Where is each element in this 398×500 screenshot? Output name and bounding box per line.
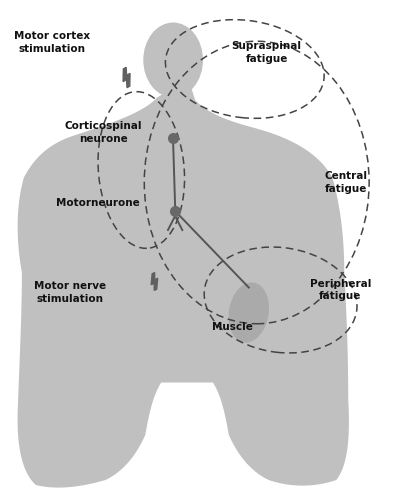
Polygon shape — [123, 68, 130, 87]
Text: Muscle: Muscle — [213, 322, 253, 332]
Polygon shape — [18, 78, 349, 488]
Text: Motorneurone: Motorneurone — [56, 198, 139, 207]
Ellipse shape — [229, 283, 268, 342]
Circle shape — [143, 22, 203, 98]
Text: Supraspinal
fatigue: Supraspinal fatigue — [232, 42, 302, 64]
Text: Motor cortex
stimulation: Motor cortex stimulation — [14, 32, 90, 54]
Text: Central
fatigue: Central fatigue — [325, 172, 368, 194]
Text: Motor nerve
stimulation: Motor nerve stimulation — [33, 282, 106, 304]
Text: Peripheral
fatigue: Peripheral fatigue — [310, 279, 371, 301]
Text: Corticospinal
neurone: Corticospinal neurone — [65, 122, 142, 144]
Polygon shape — [151, 272, 158, 290]
